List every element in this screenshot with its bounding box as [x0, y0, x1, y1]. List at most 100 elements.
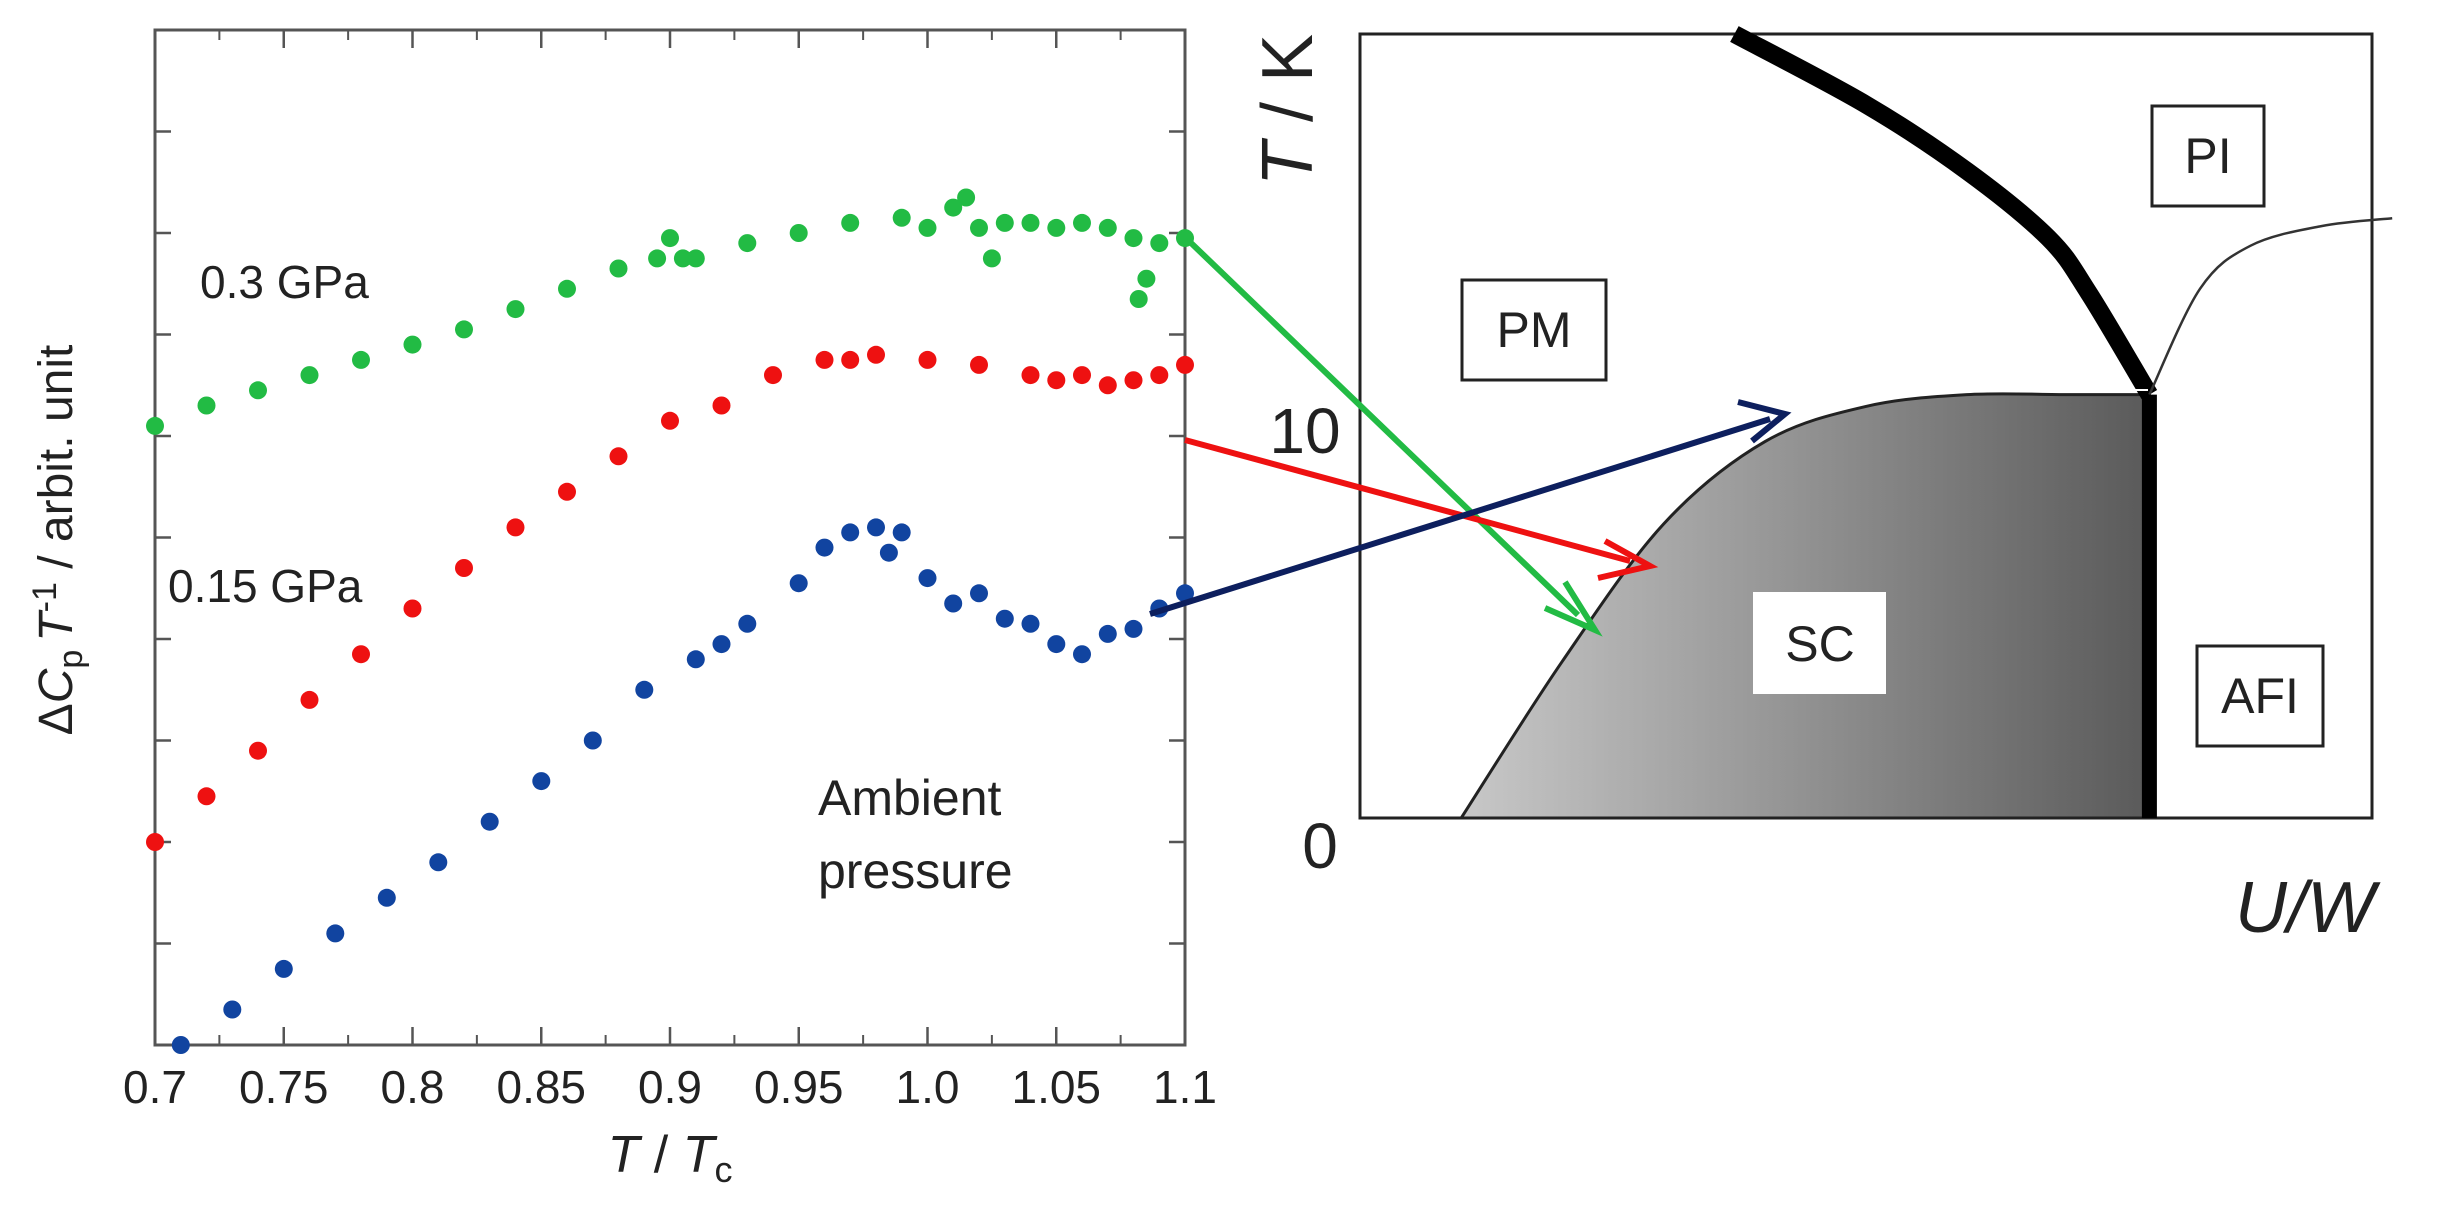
series-label-0.15-gpa: 0.15 GPa	[168, 560, 363, 612]
point-0-3-gpa-10	[648, 249, 667, 268]
point-0-3-gpa-16	[841, 213, 860, 232]
point-0-15-gpa-17	[970, 355, 988, 374]
point-0-15-gpa-21	[1098, 376, 1117, 395]
x-tick-label-4: 0.9	[638, 1061, 702, 1113]
x-label-sub: c	[714, 1149, 732, 1190]
point-0-15-gpa-8	[558, 482, 576, 501]
point-0-3-gpa-28	[1124, 229, 1143, 248]
left-plot-frame	[153, 28, 1187, 1047]
point-0-3-gpa-29	[1129, 290, 1148, 308]
series-label-ambient: Ambient	[818, 770, 1002, 826]
point-ambient-pressure-12	[738, 614, 757, 633]
point-0-3-gpa-24	[1021, 213, 1040, 232]
point-0-15-gpa-5	[403, 599, 422, 618]
region-box-sc: SC	[1753, 592, 1886, 694]
arrow-navy	[1149, 399, 1792, 617]
point-0-15-gpa-24	[1176, 355, 1194, 374]
right-chart: PI PM SC AFI 0 10 U/W T / K	[1248, 26, 2393, 948]
point-ambient-pressure-24	[1047, 635, 1066, 654]
point-0-3-gpa-13	[686, 249, 705, 268]
mapping-arrows	[1149, 239, 1792, 637]
point-0-3-gpa-14	[738, 234, 757, 253]
series-ambient-pressure	[171, 518, 1194, 1054]
point-ambient-pressure-18	[892, 523, 911, 542]
point-ambient-pressure-8	[583, 731, 602, 750]
series-label-0.3-gpa: 0.3 GPa	[200, 256, 369, 308]
point-ambient-pressure-23	[1021, 614, 1040, 633]
point-0-15-gpa-9	[609, 447, 628, 466]
point-ambient-pressure-16	[867, 518, 885, 537]
point-ambient-pressure-20	[944, 594, 963, 613]
x-tick-label-8: 1.1	[1153, 1061, 1217, 1113]
point-0-15-gpa-23	[1150, 366, 1169, 385]
point-ambient-pressure-17	[879, 543, 898, 562]
series-0-15-gpa	[146, 345, 1194, 851]
point-0-3-gpa-21	[970, 218, 988, 237]
pm-pi-boundary-line	[1730, 26, 2158, 400]
region-label-afi: AFI	[2221, 668, 2299, 724]
point-0-15-gpa-2	[249, 741, 267, 760]
point-ambient-pressure-15	[841, 523, 860, 542]
x-tick-label-6: 1.0	[896, 1061, 960, 1113]
right-y-label-post: / K	[1248, 34, 1328, 142]
point-ambient-pressure-26	[1098, 624, 1117, 643]
x-label-var2: T	[683, 1126, 718, 1184]
point-ambient-pressure-6	[480, 812, 499, 831]
point-0-15-gpa-22	[1124, 371, 1143, 390]
point-0-3-gpa-25	[1047, 218, 1066, 237]
point-0-15-gpa-0	[146, 833, 164, 851]
point-0-3-gpa-17	[892, 208, 911, 227]
y-label-var2: T	[30, 609, 83, 642]
point-0-3-gpa-1	[197, 396, 216, 415]
point-0-15-gpa-6	[455, 559, 473, 577]
region-box-pm: PM	[1460, 278, 1608, 382]
region-label-sc: SC	[1785, 616, 1854, 672]
point-0-3-gpa-11	[661, 229, 679, 248]
point-0-3-gpa-5	[403, 335, 422, 354]
point-0-15-gpa-4	[352, 645, 370, 664]
point-ambient-pressure-21	[970, 584, 988, 603]
series-0-3-gpa	[146, 188, 1194, 435]
point-0-15-gpa-20	[1073, 366, 1091, 385]
point-0-3-gpa-20	[957, 188, 976, 207]
point-0-15-gpa-15	[867, 345, 885, 364]
point-0-3-gpa-18	[918, 218, 937, 237]
x-label-sep: /	[639, 1126, 682, 1184]
point-ambient-pressure-4	[377, 888, 396, 907]
point-0-3-gpa-4	[352, 350, 370, 369]
region-box-pi: PI	[2150, 104, 2266, 208]
point-ambient-pressure-13	[789, 574, 808, 593]
x-tick-label-7: 1.05	[1011, 1061, 1101, 1113]
right-x-axis-label: U/W	[2235, 868, 2381, 948]
y-label-sup: -1	[26, 582, 64, 612]
y-label-sub: p	[52, 650, 90, 669]
point-0-3-gpa-7	[506, 300, 525, 319]
x-tick-label-2: 0.8	[381, 1061, 445, 1113]
pi-crossover-line	[2148, 216, 2393, 396]
point-0-15-gpa-13	[815, 350, 834, 369]
point-ambient-pressure-25	[1073, 645, 1091, 664]
left-axis-ticks	[153, 30, 1187, 1045]
arrow-green	[1187, 239, 1603, 637]
arrow-red	[1184, 437, 1659, 581]
point-0-15-gpa-18	[1021, 366, 1040, 385]
right-y-tick-0: 0	[1302, 810, 1338, 882]
point-ambient-pressure-19	[918, 569, 937, 588]
point-0-15-gpa-19	[1047, 371, 1066, 390]
point-ambient-pressure-11	[712, 635, 731, 654]
point-0-15-gpa-1	[197, 787, 216, 806]
point-ambient-pressure-14	[815, 538, 834, 557]
point-0-15-gpa-10	[661, 411, 679, 430]
point-ambient-pressure-2	[274, 959, 293, 978]
point-0-3-gpa-15	[789, 224, 808, 242]
point-ambient-pressure-27	[1124, 619, 1143, 638]
point-ambient-pressure-22	[995, 609, 1014, 628]
point-0-3-gpa-2	[249, 381, 267, 400]
point-0-3-gpa-31	[1150, 234, 1169, 253]
left-x-tick-labels: 0.7 0.75 0.8 0.85 0.9 0.95 1.0 1.05 1.1	[123, 1061, 1217, 1113]
point-0-3-gpa-3	[300, 366, 319, 385]
x-tick-label-5: 0.95	[754, 1061, 844, 1113]
y-label-var: C	[30, 668, 83, 703]
point-0-15-gpa-3	[300, 690, 319, 709]
